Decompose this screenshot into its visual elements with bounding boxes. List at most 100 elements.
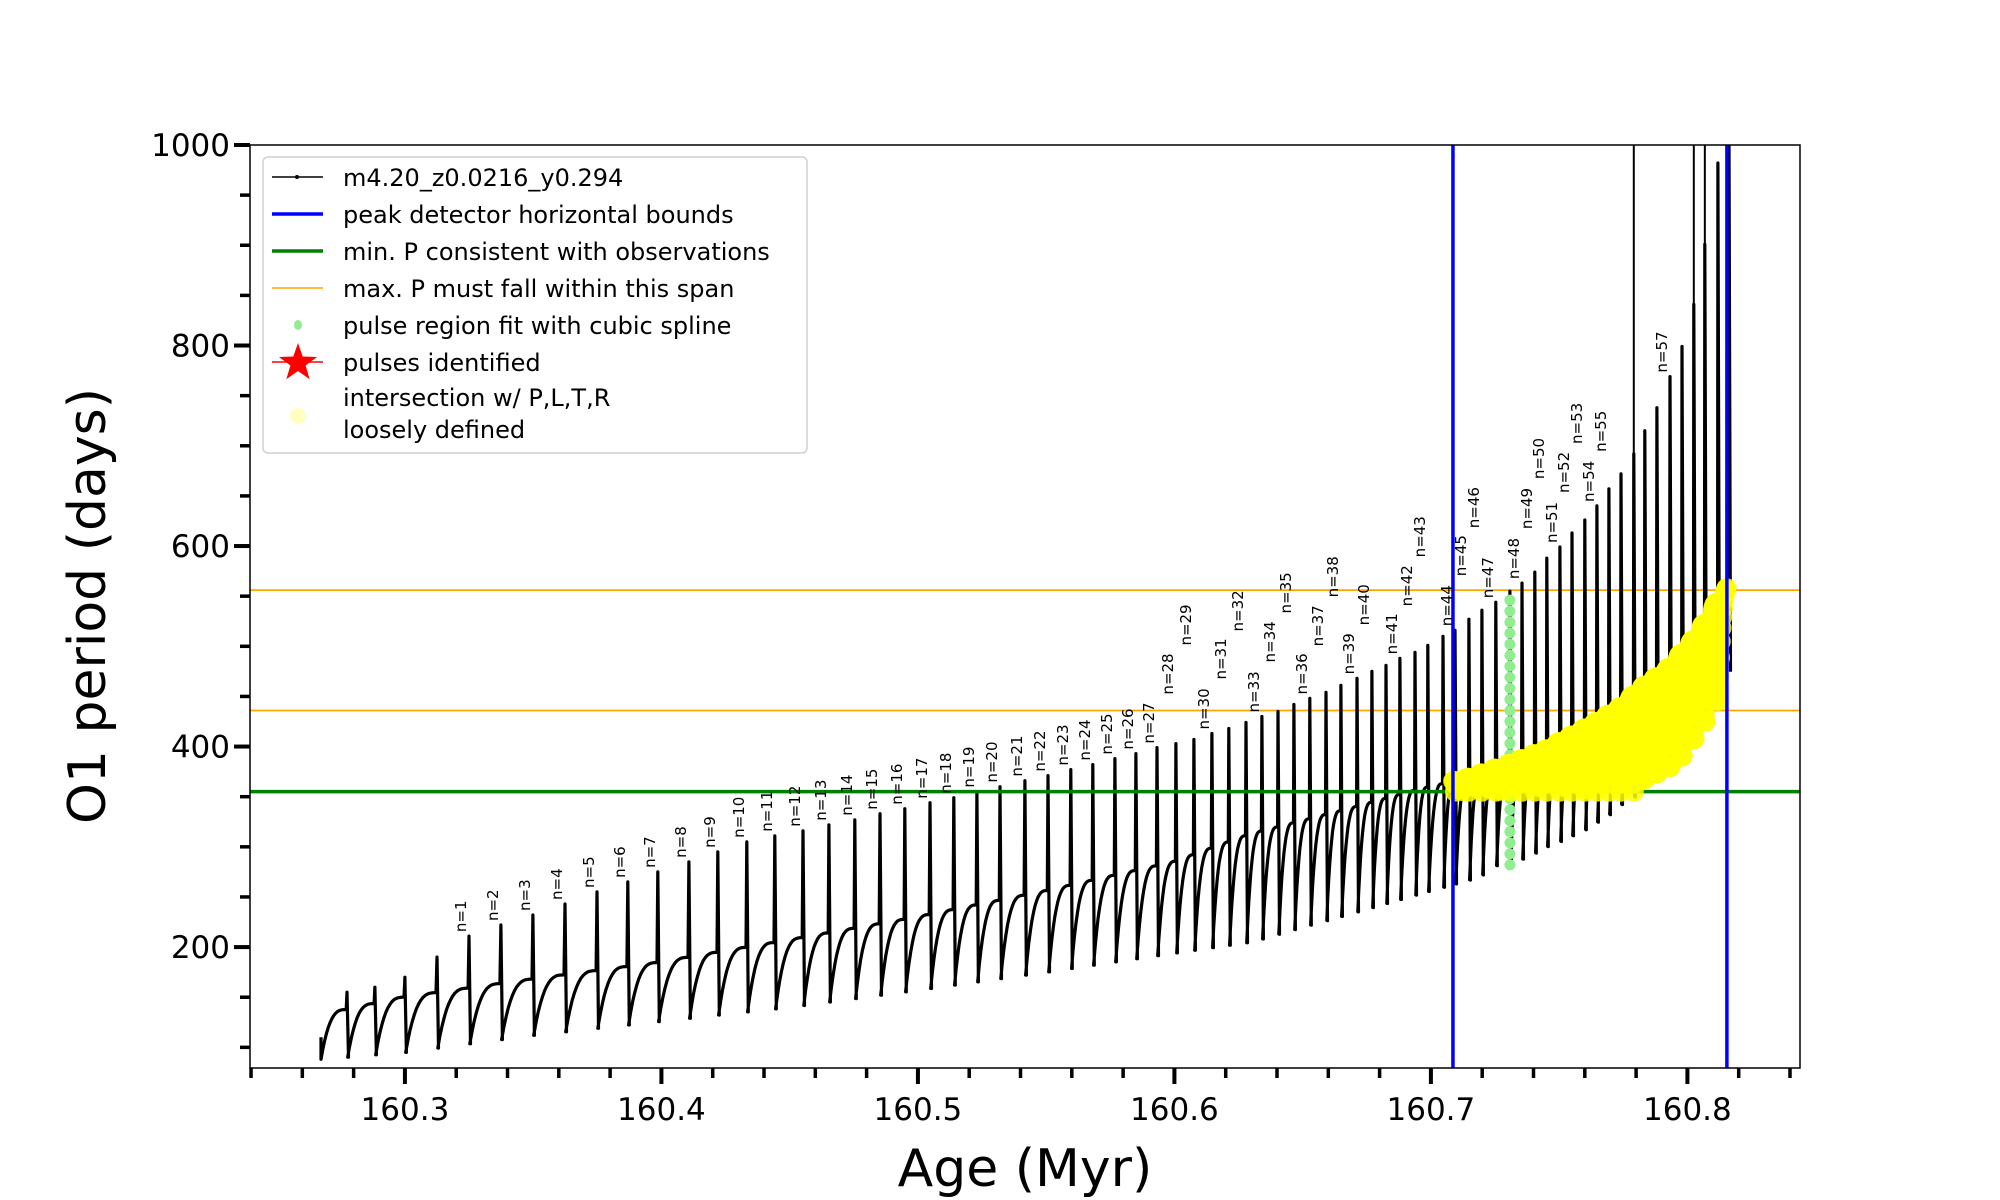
pulse-label: n=40 (1355, 584, 1373, 625)
spline-fit-point (1504, 704, 1516, 716)
legend-item-pulses: pulses identified (272, 343, 541, 380)
legend-label: intersection w/ P,L,T,R (343, 384, 610, 412)
pulse-label: n=36 (1293, 653, 1311, 694)
pulse-label: n=20 (983, 741, 1001, 782)
pulse-label: n=37 (1309, 605, 1327, 646)
pulse-label: n=42 (1398, 565, 1416, 606)
pulse-label: n=39 (1340, 633, 1358, 674)
pulse-label: n=21 (1008, 735, 1026, 776)
pulse-label: n=15 (863, 769, 881, 810)
pulse-label: n=43 (1411, 516, 1429, 557)
legend-label-line2: loosely defined (343, 416, 525, 444)
intersection-marker (1695, 711, 1716, 732)
legend-label: max. P must fall within this span (343, 275, 734, 303)
spline-fit-point (1504, 837, 1516, 849)
pulse-label: n=54 (1580, 461, 1598, 502)
pulse-label: n=4 (548, 868, 566, 900)
pulse-label: n=50 (1530, 438, 1548, 479)
pulse-label: n=12 (786, 786, 804, 827)
spline-fit-point (1504, 826, 1516, 838)
pulse-label: n=7 (641, 836, 659, 868)
legend-item-intersection: intersection w/ P,L,T,R loosely defined (290, 384, 610, 444)
pulse-labels: n=1 n=2 n=3 n=4 n=5 n=6 n=7 n=8 n=9 n=10 n=11 n=12 n… (452, 331, 1671, 932)
pulse-label: n=24 (1076, 719, 1094, 760)
spline-fit-point (1504, 594, 1516, 606)
pulse-label: n=8 (672, 826, 690, 858)
pulse-label: n=10 (730, 797, 748, 838)
pulse-label: n=48 (1505, 538, 1523, 579)
pulse-label: n=25 (1098, 713, 1116, 754)
pulse-label: n=29 (1177, 604, 1195, 645)
pulse-label: n=46 (1465, 487, 1483, 528)
x-tick-label: 160.7 (1387, 1092, 1476, 1128)
y-axis-title: O1 period (days) (58, 388, 118, 824)
pulse-label: n=34 (1261, 621, 1279, 662)
pulse-label: n=51 (1543, 502, 1561, 543)
x-tick-label: 160.4 (617, 1092, 706, 1128)
x-axis: 160.3 160.4 160.5 160.6 160.7 160.8 (249, 1068, 1792, 1128)
pulse-label: n=52 (1555, 452, 1573, 493)
legend-frame (262, 156, 808, 454)
legend-item-spline: pulse region fit with cubic spline (294, 312, 731, 340)
pulse-label: n=2 (484, 889, 502, 921)
spline-fit-point (1504, 693, 1516, 705)
y-axis: 200 400 600 800 1000 (151, 128, 250, 1050)
pulse-label: n=18 (937, 753, 955, 794)
y-tick-label: 200 (171, 930, 230, 966)
pulse-label: n=33 (1245, 671, 1263, 712)
pulse-label: n=22 (1031, 730, 1049, 771)
intersection-marker (1708, 689, 1729, 710)
spline-fit-point (1504, 738, 1516, 750)
pulse-label: n=14 (838, 775, 856, 816)
intersection-marker (1684, 728, 1705, 749)
pulse-label: n=31 (1212, 638, 1230, 679)
spline-fit-point (1504, 660, 1516, 672)
pulse-label: n=17 (913, 758, 931, 799)
plot-frame (249, 144, 1801, 1069)
spline-fit-point (1504, 848, 1516, 860)
spline-fit-point (1504, 649, 1516, 661)
pulse-label: n=23 (1054, 724, 1072, 765)
legend-label: m4.20_z0.0216_y0.294 (343, 164, 623, 192)
pulse-label: n=9 (701, 816, 719, 848)
legend-label: peak detector horizontal bounds (343, 201, 734, 229)
y-tick-label: 1000 (151, 128, 230, 164)
x-tick-label: 160.8 (1643, 1092, 1732, 1128)
legend-item-min-period: min. P consistent with observations (272, 238, 770, 266)
legend-item-max-period-span: max. P must fall within this span (272, 275, 734, 303)
spline-fit-point (1504, 616, 1516, 628)
pulse-label: n=6 (611, 846, 629, 878)
x-tick-label: 160.3 (361, 1092, 450, 1128)
pulse-label: n=5 (580, 856, 598, 888)
pulse-label: n=19 (960, 747, 978, 788)
pulse-label: n=35 (1277, 572, 1295, 613)
star-icon (279, 343, 317, 380)
pulse-label: n=26 (1119, 708, 1137, 749)
pulse-label: n=57 (1653, 331, 1671, 372)
pulse-label: n=28 (1159, 653, 1177, 694)
pulse-label: n=53 (1568, 403, 1586, 444)
legend: m4.20_z0.0216_y0.294 peak detector horiz… (262, 156, 808, 454)
spline-fit-point (1504, 682, 1516, 694)
legend-label: pulses identified (343, 349, 541, 377)
intersection-marker (1710, 647, 1731, 668)
pulse-label: n=30 (1195, 688, 1213, 729)
x-tick-label: 160.5 (874, 1092, 963, 1128)
spline-fit-point (1504, 727, 1516, 739)
y-tick-label: 800 (171, 329, 230, 365)
spline-fit-point (1504, 627, 1516, 639)
spline-fit-point (1504, 859, 1516, 871)
spline-fit-point (1504, 715, 1516, 727)
pulse-label: n=47 (1479, 557, 1497, 598)
pulse-label: n=13 (812, 780, 830, 821)
legend-item-model: m4.20_z0.0216_y0.294 (272, 164, 623, 192)
legend-item-bounds: peak detector horizontal bounds (272, 201, 734, 229)
spline-fit-point (1504, 804, 1516, 816)
pulse-label: n=11 (758, 791, 776, 832)
intersection-marker (1709, 666, 1730, 687)
pulse-label: n=16 (888, 764, 906, 805)
legend-label: min. P consistent with observations (343, 238, 770, 266)
pulse-label: n=44 (1438, 585, 1456, 626)
intersection-marker (1672, 745, 1693, 766)
